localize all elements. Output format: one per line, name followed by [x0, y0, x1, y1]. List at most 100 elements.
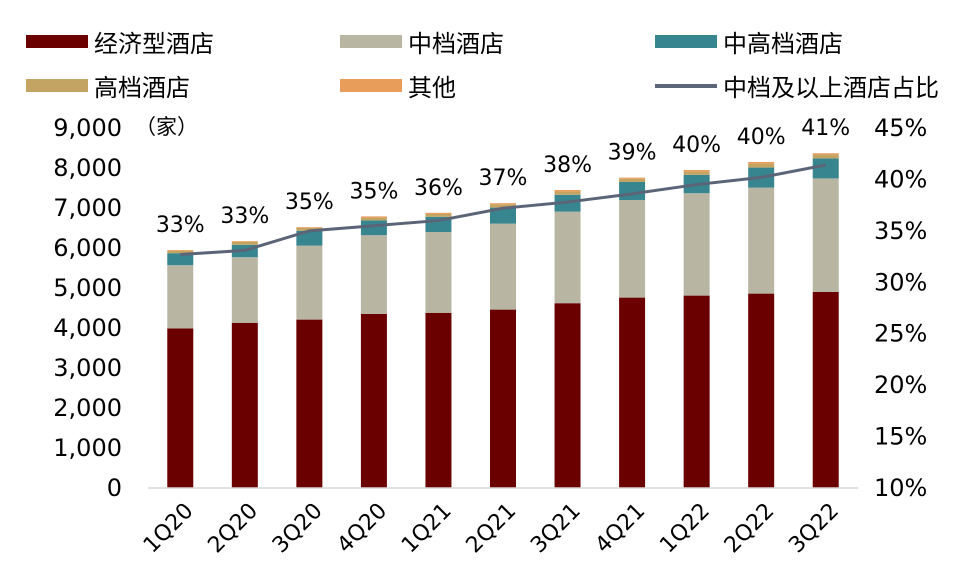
- bar-segment-1-2Q20: [231, 257, 258, 323]
- bar-segment-1-3Q21: [554, 211, 581, 304]
- y-left-unit-label: （家）: [135, 115, 198, 139]
- bar-segment-2-2Q21: [490, 207, 516, 224]
- x-tick-label: 4Q21: [591, 499, 651, 559]
- legend-label-ratio: 中档及以上酒店占比: [723, 74, 939, 102]
- bar-segment-3-4Q21: [619, 178, 646, 182]
- y-right-tick-label: 20%: [874, 371, 927, 399]
- ratio-point-label: 37%: [479, 166, 528, 191]
- bar-segment-0-2Q22: [748, 293, 775, 488]
- bar-segment-2-1Q20: [167, 253, 194, 266]
- bar-segment-3-1Q21: [425, 214, 452, 217]
- bar-segment-0-2Q20: [231, 322, 258, 488]
- legend-item-midscale: 中档酒店: [340, 24, 504, 59]
- ratio-point-label: 38%: [543, 153, 592, 178]
- bar-segment-3-3Q21: [554, 191, 581, 195]
- bar-segment-1-1Q20: [167, 265, 194, 329]
- x-tick-label: 1Q20: [139, 499, 199, 559]
- bar-segment-2-3Q22: [812, 158, 839, 179]
- legend-item-economy: 经济型酒店: [26, 24, 214, 59]
- x-tick-label: 3Q22: [784, 499, 844, 559]
- y-left-tick-label: 6,000: [53, 234, 122, 262]
- bar-segment-0-2Q21: [490, 309, 516, 488]
- ratio-point-label: 35%: [285, 190, 334, 215]
- bar-segment-3-2Q20: [231, 242, 258, 245]
- y-right-tick-label: 35%: [874, 217, 927, 245]
- y-right-tick-label: 25%: [874, 320, 927, 348]
- legend-label-economy: 经济型酒店: [94, 30, 214, 58]
- bar-segment-4-3Q21: [554, 190, 581, 192]
- bar-segment-3-1Q20: [167, 250, 194, 254]
- ratio-point-label: 33%: [220, 204, 269, 229]
- ratio-point-label: 39%: [608, 141, 657, 166]
- bar-segment-1-2Q21: [490, 223, 516, 310]
- legend-swatch-upper-midscale: [655, 35, 717, 48]
- bar-segment-1-4Q21: [619, 200, 646, 298]
- bar-segment-3-4Q20: [360, 217, 387, 221]
- legend-swatch-economy: [26, 35, 88, 48]
- bar-segment-4-2Q21: [490, 203, 516, 205]
- y-right-tick-label: 30%: [874, 268, 927, 296]
- bar-segment-1-1Q21: [425, 232, 452, 313]
- ratio-line-group: 33% 33% 35% 35% 36% 37% 38% 39% 40% 40% 41%: [156, 116, 850, 257]
- bar-segment-0-3Q21: [554, 303, 581, 488]
- ratio-line: [180, 163, 827, 257]
- y-left-tick-label: 2,000: [53, 394, 122, 422]
- legend-swatch-other: [340, 79, 402, 92]
- legend-label-other: 其他: [408, 74, 456, 102]
- ratio-point-label: 36%: [414, 176, 463, 201]
- legend-swatch-midscale: [340, 35, 402, 48]
- bar-segment-4-4Q21: [619, 177, 646, 179]
- y-left-tick-label: 4,000: [53, 314, 122, 342]
- legend-label-upscale: 高档酒店: [94, 74, 190, 102]
- bar-segment-4-2Q22: [748, 162, 775, 164]
- legend-item-upper-midscale: 中高档酒店: [655, 24, 843, 59]
- y-left-tick-label: 5,000: [53, 274, 122, 302]
- bar-segment-1-3Q20: [296, 245, 323, 320]
- bar-segment-0-3Q22: [812, 292, 839, 488]
- bar-segment-4-2Q20: [231, 241, 258, 242]
- bar-segment-4-1Q22: [683, 170, 710, 172]
- legend-item-other: 其他: [340, 68, 456, 103]
- ratio-point-label: 35%: [349, 179, 398, 204]
- y-left-tick-label: 3,000: [53, 354, 122, 382]
- legend-item-ratio-line: 中档及以上酒店占比: [655, 68, 939, 103]
- y-left-tick-label: 7,000: [53, 194, 122, 222]
- bar-segment-2-4Q21: [619, 182, 646, 200]
- ratio-point-label: 33%: [156, 213, 205, 238]
- ratio-point-label: 41%: [801, 116, 850, 141]
- legend-label-upper-midscale: 中高档酒店: [723, 30, 843, 58]
- bar-segment-2-3Q20: [296, 230, 323, 246]
- bar-segment-0-4Q20: [360, 314, 387, 488]
- bar-segment-4-3Q20: [296, 227, 323, 228]
- ratio-point-label: 40%: [737, 125, 786, 150]
- bar-segment-1-3Q22: [812, 178, 839, 292]
- y-left-tick-label: 1,000: [53, 434, 122, 462]
- bar-segment-0-1Q22: [683, 295, 710, 488]
- x-tick-label: 2Q21: [462, 499, 522, 559]
- bar-segment-3-2Q22: [748, 163, 775, 168]
- legend-swatch-upscale: [26, 79, 88, 92]
- bar-segment-0-4Q21: [619, 297, 646, 488]
- bar-segment-3-1Q22: [683, 171, 710, 175]
- y-right-tick-label: 10%: [874, 474, 927, 502]
- x-tick-label: 2Q20: [203, 499, 263, 559]
- x-tick-label: 4Q20: [333, 499, 393, 559]
- bar-segment-4-3Q22: [812, 153, 839, 155]
- bar-segment-0-1Q20: [167, 328, 194, 488]
- x-tick-label: 3Q21: [526, 499, 586, 559]
- x-tick-label: 1Q21: [397, 499, 457, 559]
- bar-segment-4-4Q20: [360, 216, 387, 218]
- y-left-tick-label: 8,000: [53, 154, 122, 182]
- bar-segment-1-4Q20: [360, 235, 387, 314]
- bar-segment-1-1Q22: [683, 193, 710, 296]
- y-right-tick-label: 45%: [874, 114, 927, 142]
- x-tick-label: 2Q22: [720, 499, 780, 559]
- y-left-tick-label: 9,000: [53, 114, 122, 142]
- legend-label-midscale: 中档酒店: [408, 30, 504, 58]
- y-right-tick-label: 15%: [874, 423, 927, 451]
- legend-line-ratio: [655, 83, 717, 88]
- bar-segment-3-2Q21: [490, 204, 516, 208]
- bar-segment-0-1Q21: [425, 312, 452, 488]
- bar-segment-3-3Q22: [812, 154, 839, 159]
